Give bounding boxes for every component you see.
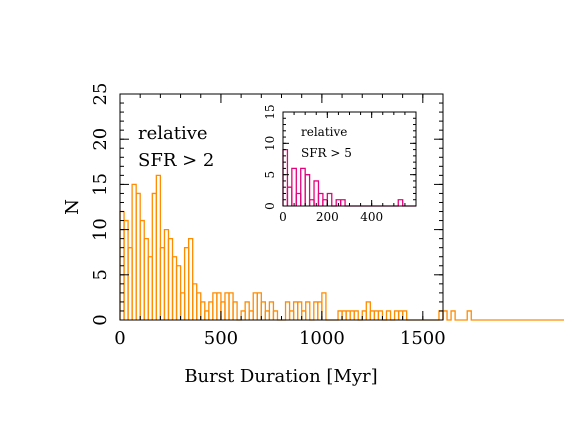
- x-tick-label: 0: [279, 210, 287, 224]
- y-tick-label: 0: [263, 202, 277, 210]
- y-axis-label: N: [62, 199, 83, 215]
- x-tick-label: 200: [316, 210, 339, 224]
- main-annotation-line-1: relative: [138, 123, 208, 144]
- y-tick-label: 15: [90, 173, 111, 196]
- inset-annotation-line-2: SFR > 5: [301, 146, 352, 160]
- y-tick-label: 5: [90, 269, 111, 280]
- y-tick-label: 10: [263, 136, 277, 151]
- x-axis-label: Burst Duration [Myr]: [184, 366, 377, 387]
- x-tick-label: 1000: [299, 328, 345, 349]
- x-tick-label: 0: [114, 328, 125, 349]
- inset-panel: 0 200 400 0 5 10 15 relative SFR > 5: [263, 104, 417, 224]
- inset-annotation-line-1: relative: [301, 125, 347, 139]
- x-tick-label: 400: [360, 210, 383, 224]
- x-tick-label: 1500: [400, 328, 446, 349]
- main-ticks: [119, 93, 444, 321]
- x-tick-label: 500: [204, 328, 238, 349]
- y-tick-label: 5: [263, 171, 277, 179]
- y-tick-label: 0: [90, 314, 111, 325]
- y-tick-label: 15: [263, 104, 277, 119]
- y-tick-label: 10: [90, 218, 111, 241]
- inset-ticks: [282, 111, 417, 207]
- main-annotation-line-2: SFR > 2: [138, 150, 214, 171]
- y-tick-label: 25: [90, 83, 111, 106]
- inset-tick-labels: 0 200 400 0 5 10 15: [263, 104, 383, 224]
- y-tick-label: 20: [90, 128, 111, 151]
